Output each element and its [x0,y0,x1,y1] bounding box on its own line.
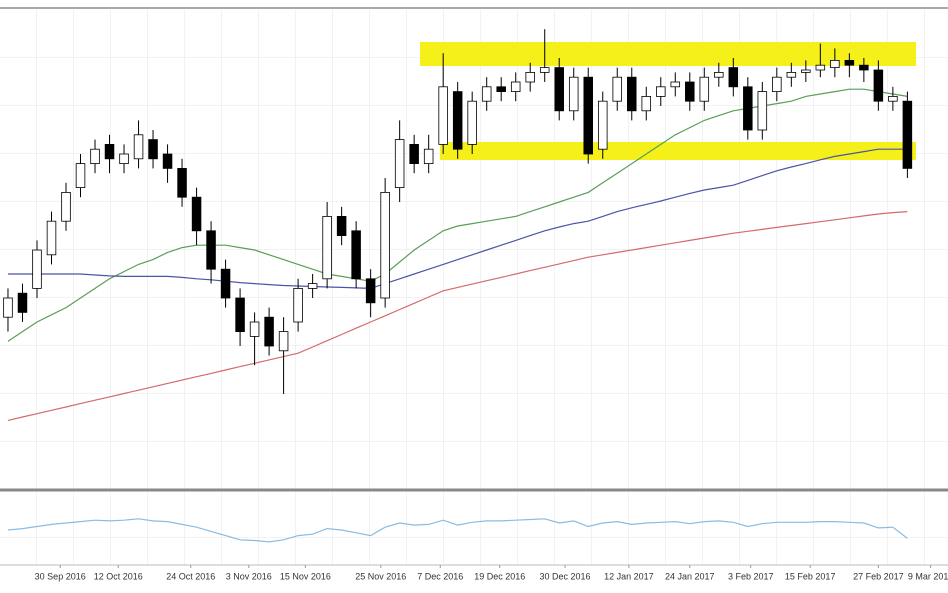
line-series [7,88,908,342]
candle-body [365,278,376,304]
candle-body [46,220,57,256]
line-series [7,518,908,543]
candle-body [510,81,521,93]
candle-body [336,215,347,236]
grid-background [0,492,948,565]
x-tick-label: 24 Oct 2016 [166,571,215,581]
candle-body [699,76,710,102]
candle-body [307,283,318,289]
candle-body [17,292,28,313]
candle-body [133,134,144,160]
x-tick-label: 12 Oct 2016 [94,571,143,581]
x-tick-label: 12 Jan 2017 [604,571,654,581]
candle-body [568,76,579,112]
candle-body [583,76,593,155]
candle-body [119,153,129,164]
x-tick-label: 3 Feb 2017 [728,571,774,581]
candle-body [656,86,666,97]
x-tick-label: 30 Dec 2016 [540,571,591,581]
candle-body [90,148,100,164]
candle-body [75,163,86,189]
candle-body [612,76,623,102]
candle-body [293,287,303,323]
candle-body [394,139,405,189]
candle-body [844,60,855,66]
candle-body [3,297,13,318]
candle-body [467,100,477,145]
candle-body [728,67,739,88]
candle-body [772,76,782,92]
candle-body [104,143,115,160]
candle-body [61,191,71,222]
x-tick-label: 25 Nov 2016 [355,571,406,581]
candle-body [177,167,187,198]
x-tick-label: 19 Dec 2016 [474,571,525,581]
line-series [7,211,908,421]
candle-body [249,321,260,337]
line-series [8,148,908,290]
candle-body [714,72,724,78]
candle-body [481,86,492,102]
candle-body [757,91,768,131]
x-tick-label: 15 Nov 2016 [280,571,331,581]
candle-body [438,86,448,145]
candle-body [278,331,289,352]
x-tick-label: 27 Feb 2017 [853,571,904,581]
x-tick-label: 24 Jan 2017 [665,571,715,581]
candle-body [206,230,216,270]
candle-body [641,96,652,112]
candle-body [859,64,869,71]
candle-body [423,148,434,164]
candle-body [191,196,202,232]
candle-body [685,81,695,102]
candle-body [32,249,42,289]
candle-body [496,86,506,93]
candle-body [220,268,231,299]
plot: 30 Sep 2016 12 Oct 2016 24 Oct 2016 3 Nov 2… [3,29,948,581]
grid-background [0,10,948,490]
candle-body [264,316,274,347]
candle-body [801,69,811,73]
candle-body [888,96,898,102]
candle-body [452,91,463,150]
candle-body [873,69,884,102]
x-tick-label: 15 Feb 2017 [785,571,836,581]
candle-body [148,139,158,160]
candle-body [162,153,173,169]
x-tick-label: 9 Mar 2017 [908,571,948,581]
candle-body [235,297,245,332]
candle-body [902,100,913,169]
candle-body [351,230,361,280]
candle-body [786,72,797,78]
candle-body [409,143,419,164]
candle-body [539,67,550,73]
candle-body [597,100,608,150]
candle-body [670,81,681,88]
candle-body [380,191,390,299]
candle-body [525,72,535,83]
candle-body [554,67,564,112]
candle-body [627,76,637,112]
candle-body [815,64,826,71]
candle-body [743,86,753,131]
x-tick-label: 3 Nov 2016 [226,571,272,581]
candle-body [322,215,332,280]
x-tick-label: 30 Sep 2016 [35,571,86,581]
x-tick-label: 7 Dec 2016 [417,571,463,581]
resistance-zone [420,42,916,66]
support-zone [440,142,916,160]
candle-body [830,60,840,69]
